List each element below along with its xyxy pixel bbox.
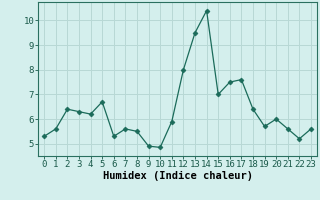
- X-axis label: Humidex (Indice chaleur): Humidex (Indice chaleur): [103, 171, 252, 181]
